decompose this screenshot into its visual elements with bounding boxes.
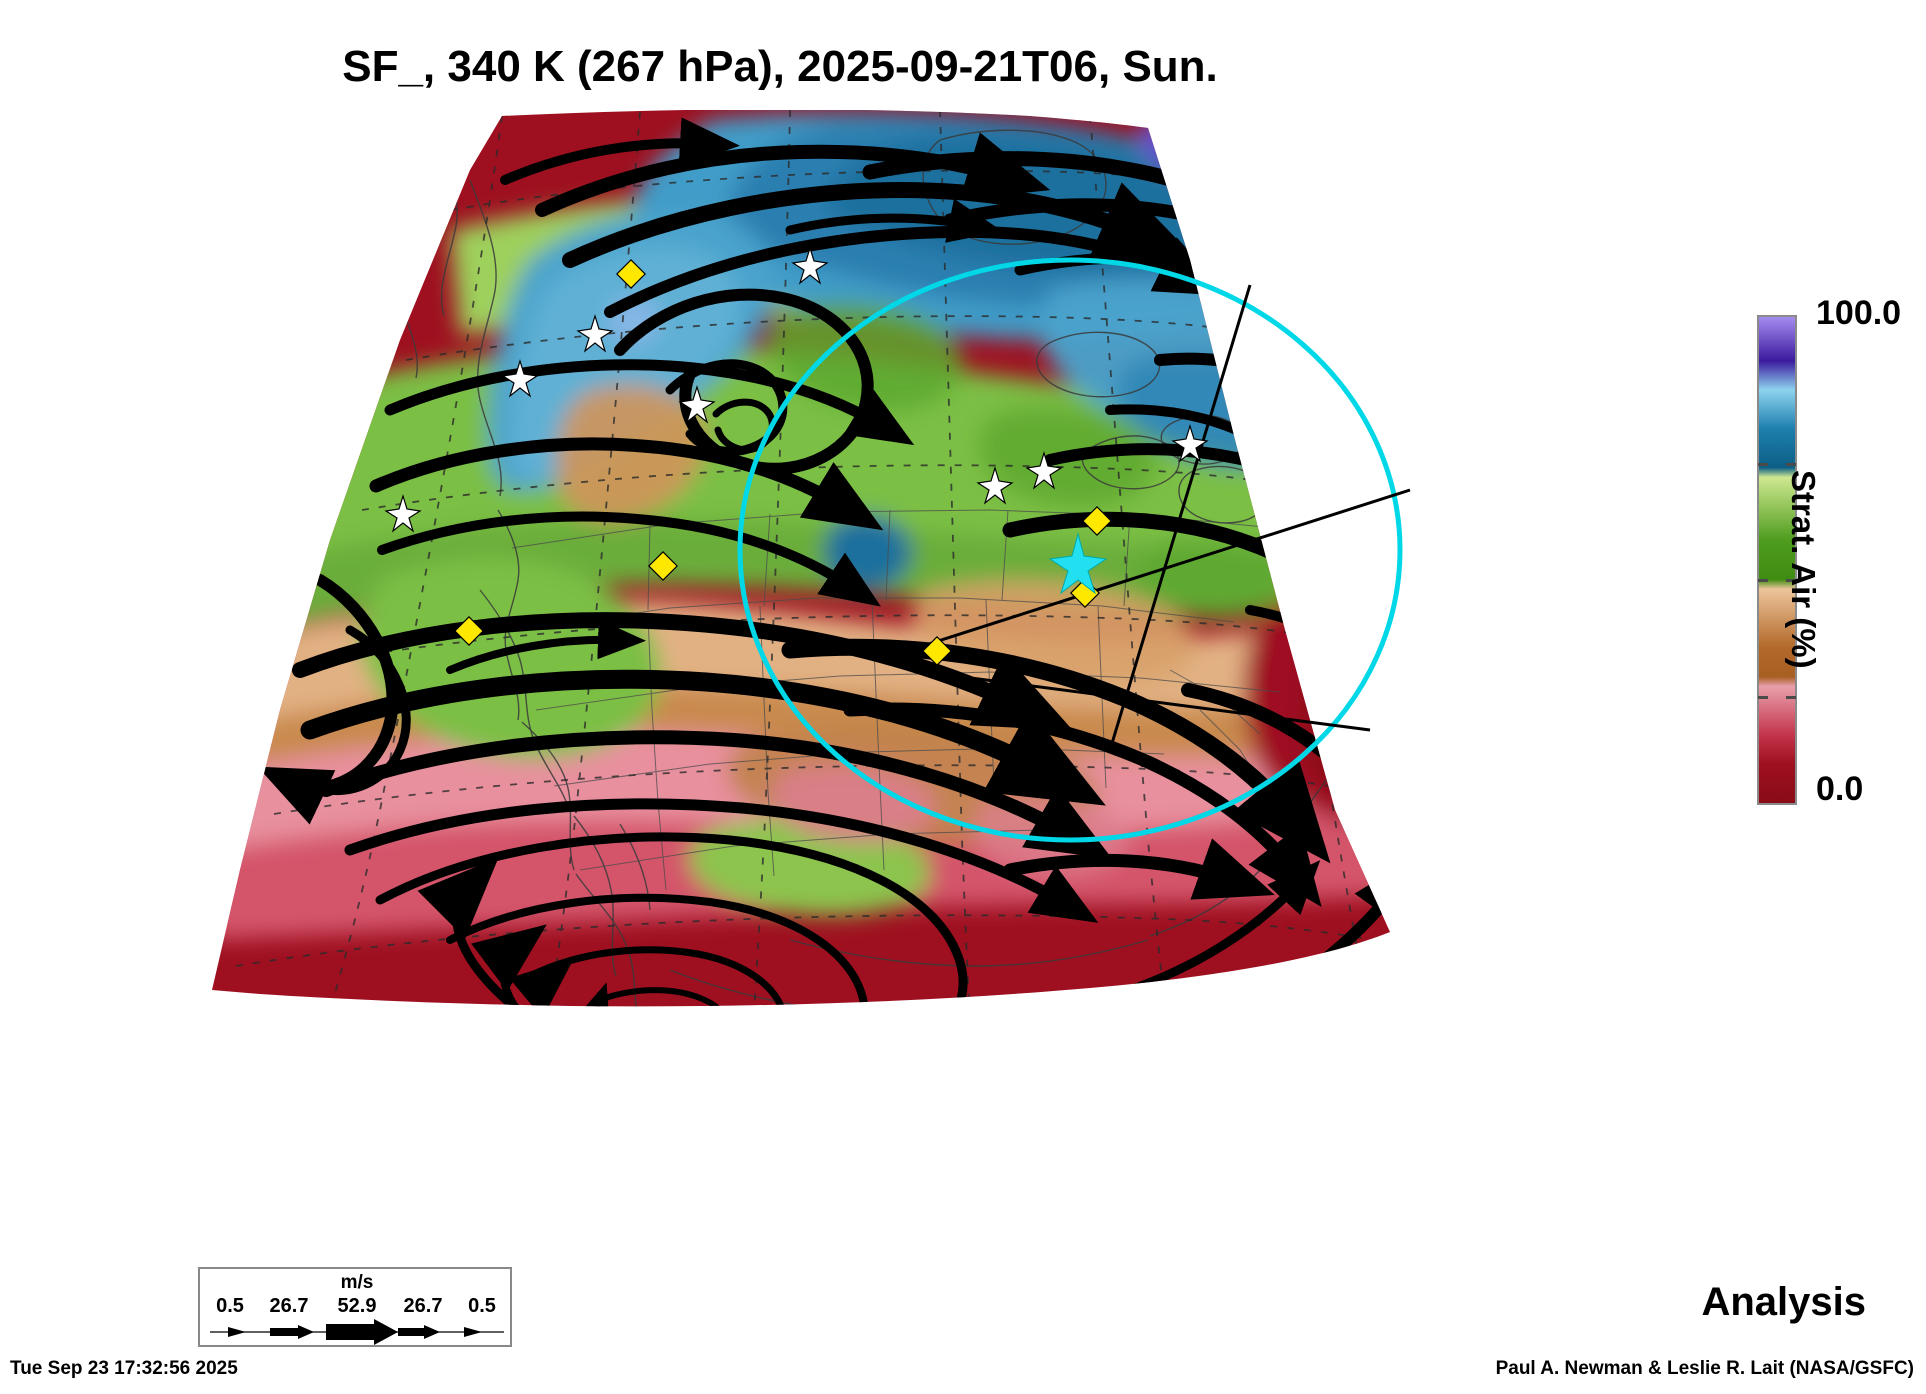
range-overlay (737, 257, 1411, 843)
white-star-markers (384, 245, 1209, 533)
colorbar-tick (1786, 579, 1796, 583)
overlay-slant-line-2 (909, 488, 1411, 652)
wind-label-2: 52.9 (337, 1295, 377, 1317)
map-panel[interactable] (150, 110, 1570, 1250)
colorbar-tick (1758, 696, 1768, 700)
cyan-star-marker[interactable] (1048, 532, 1108, 595)
wind-scale-legend: m/s 0.5 26.7 52.9 26.7 0.5 (198, 1267, 512, 1347)
wind-scale-arrows (210, 1319, 504, 1345)
wind-label-0: 0.5 (216, 1295, 244, 1317)
generation-timestamp: Tue Sep 23 17:32:56 2025 (10, 1358, 238, 1379)
colorbar-tick (1786, 696, 1796, 700)
colorbar-tick (1758, 462, 1768, 466)
colorbar-gradient (1759, 317, 1795, 803)
map-svg[interactable] (150, 110, 1570, 1250)
page-title: SF_, 340 K (267 hPa), 2025-09-21T06, Sun… (342, 42, 1218, 91)
overlay-slant-line-3 (909, 668, 1371, 732)
wind-label-3: 26.7 (403, 1295, 443, 1317)
wind-label-4: 0.5 (468, 1295, 496, 1317)
colorbar-axis-label: Strat. Air (%) (1785, 470, 1822, 669)
colorbar-max-label: 100.0 (1816, 294, 1902, 332)
overlay-slant-line-1 (1108, 284, 1252, 751)
strat-air-field (212, 110, 1390, 1007)
author-credit: Paul A. Newman & Leslie R. Lait (NASA/GS… (1495, 1358, 1914, 1379)
markers-layer[interactable] (384, 245, 1209, 666)
colorbar-tick (1758, 579, 1768, 583)
wind-unit-label: m/s (340, 1272, 374, 1293)
colorbar-tick (1786, 462, 1796, 466)
range-circle (737, 257, 1403, 843)
analysis-label: Analysis (1701, 1280, 1866, 1324)
colorbar[interactable] (1757, 315, 1797, 805)
colorbar-min-label: 0.0 (1816, 770, 1864, 808)
wind-label-1: 26.7 (269, 1295, 309, 1317)
yellow-diamond-markers[interactable] (454, 259, 1112, 666)
